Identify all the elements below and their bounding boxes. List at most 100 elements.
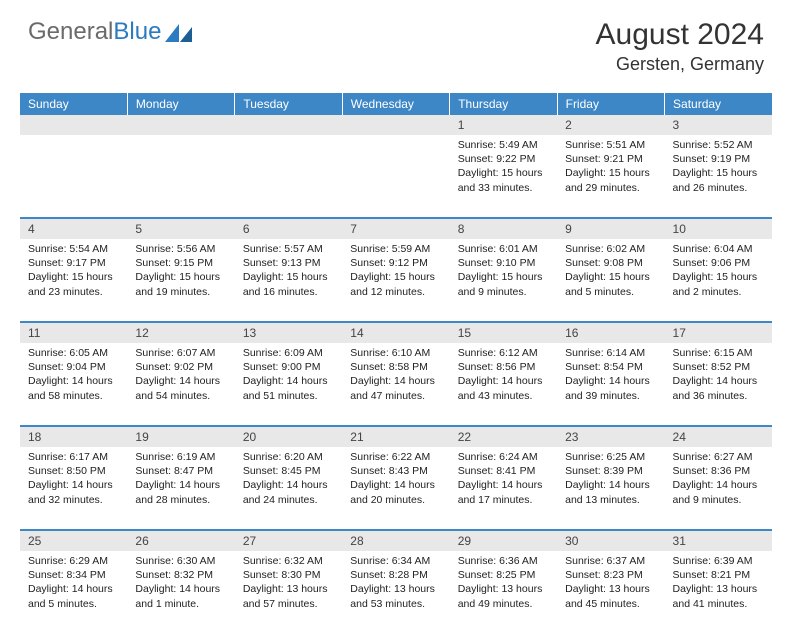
day-cell: Sunrise: 6:32 AM Sunset: 8:30 PM Dayligh… (235, 551, 342, 634)
day-cell: Sunrise: 6:09 AM Sunset: 9:00 PM Dayligh… (235, 343, 342, 426)
day-number: 12 (127, 323, 234, 343)
day-cell: Sunrise: 6:10 AM Sunset: 8:58 PM Dayligh… (342, 343, 449, 426)
logo: GeneralBlue (28, 18, 193, 46)
day-number: 9 (557, 219, 664, 239)
logo-sail-icon (165, 22, 193, 42)
day-number: 18 (20, 427, 127, 447)
day-number: 16 (557, 323, 664, 343)
day-number: 22 (450, 427, 557, 447)
day-cell: Sunrise: 6:22 AM Sunset: 8:43 PM Dayligh… (342, 447, 449, 530)
day-cell: Sunrise: 6:20 AM Sunset: 8:45 PM Dayligh… (235, 447, 342, 530)
day-cell: Sunrise: 6:19 AM Sunset: 8:47 PM Dayligh… (127, 447, 234, 530)
day-cell: Sunrise: 6:39 AM Sunset: 8:21 PM Dayligh… (665, 551, 772, 634)
day-number (20, 115, 127, 135)
day-number: 26 (127, 531, 234, 551)
day-cell: Sunrise: 6:02 AM Sunset: 9:08 PM Dayligh… (557, 239, 664, 322)
weekday-header: Wednesday (342, 93, 449, 115)
day-number: 15 (450, 323, 557, 343)
day-cell (235, 135, 342, 218)
day-number: 30 (557, 531, 664, 551)
day-number: 1 (450, 115, 557, 135)
day-cell: Sunrise: 6:25 AM Sunset: 8:39 PM Dayligh… (557, 447, 664, 530)
day-number: 13 (235, 323, 342, 343)
day-cell: Sunrise: 6:12 AM Sunset: 8:56 PM Dayligh… (450, 343, 557, 426)
day-number: 27 (235, 531, 342, 551)
day-cell: Sunrise: 5:56 AM Sunset: 9:15 PM Dayligh… (127, 239, 234, 322)
day-number-row: 18192021222324 (20, 427, 772, 447)
day-cell: Sunrise: 5:52 AM Sunset: 9:19 PM Dayligh… (665, 135, 772, 218)
day-number: 7 (342, 219, 449, 239)
logo-text: GeneralBlue (28, 18, 161, 46)
day-number-row: 25262728293031 (20, 531, 772, 551)
day-number: 3 (665, 115, 772, 135)
day-number: 14 (342, 323, 449, 343)
day-cell: Sunrise: 5:49 AM Sunset: 9:22 PM Dayligh… (450, 135, 557, 218)
day-cell: Sunrise: 5:51 AM Sunset: 9:21 PM Dayligh… (557, 135, 664, 218)
calendar-table: SundayMondayTuesdayWednesdayThursdayFrid… (20, 93, 772, 634)
weekday-header: Saturday (665, 93, 772, 115)
logo-blue: Blue (113, 18, 161, 45)
weekday-header: Sunday (20, 93, 127, 115)
title-block: August 2024 Gersten, Germany (596, 18, 764, 75)
calendar-head: SundayMondayTuesdayWednesdayThursdayFrid… (20, 93, 772, 115)
day-content-row: Sunrise: 5:49 AM Sunset: 9:22 PM Dayligh… (20, 135, 772, 218)
day-cell: Sunrise: 6:27 AM Sunset: 8:36 PM Dayligh… (665, 447, 772, 530)
day-cell: Sunrise: 5:59 AM Sunset: 9:12 PM Dayligh… (342, 239, 449, 322)
weekday-header: Thursday (450, 93, 557, 115)
day-number: 21 (342, 427, 449, 447)
day-content-row: Sunrise: 6:05 AM Sunset: 9:04 PM Dayligh… (20, 343, 772, 426)
day-cell: Sunrise: 6:05 AM Sunset: 9:04 PM Dayligh… (20, 343, 127, 426)
day-number: 11 (20, 323, 127, 343)
day-cell (127, 135, 234, 218)
day-number-row: 123 (20, 115, 772, 135)
day-cell: Sunrise: 6:29 AM Sunset: 8:34 PM Dayligh… (20, 551, 127, 634)
day-number: 8 (450, 219, 557, 239)
day-number: 31 (665, 531, 772, 551)
day-content-row: Sunrise: 6:29 AM Sunset: 8:34 PM Dayligh… (20, 551, 772, 634)
day-cell: Sunrise: 6:14 AM Sunset: 8:54 PM Dayligh… (557, 343, 664, 426)
day-number: 23 (557, 427, 664, 447)
day-content-row: Sunrise: 5:54 AM Sunset: 9:17 PM Dayligh… (20, 239, 772, 322)
day-number: 6 (235, 219, 342, 239)
day-cell: Sunrise: 6:36 AM Sunset: 8:25 PM Dayligh… (450, 551, 557, 634)
month-title: August 2024 (596, 18, 764, 52)
day-cell: Sunrise: 6:24 AM Sunset: 8:41 PM Dayligh… (450, 447, 557, 530)
weekday-row: SundayMondayTuesdayWednesdayThursdayFrid… (20, 93, 772, 115)
weekday-header: Friday (557, 93, 664, 115)
day-number: 29 (450, 531, 557, 551)
day-number: 5 (127, 219, 234, 239)
day-cell: Sunrise: 6:07 AM Sunset: 9:02 PM Dayligh… (127, 343, 234, 426)
logo-general: General (28, 18, 113, 45)
day-number (342, 115, 449, 135)
location: Gersten, Germany (596, 54, 764, 75)
day-number (127, 115, 234, 135)
day-number (235, 115, 342, 135)
day-number: 10 (665, 219, 772, 239)
day-cell: Sunrise: 6:04 AM Sunset: 9:06 PM Dayligh… (665, 239, 772, 322)
day-cell: Sunrise: 6:15 AM Sunset: 8:52 PM Dayligh… (665, 343, 772, 426)
day-number: 25 (20, 531, 127, 551)
calendar-body: 123Sunrise: 5:49 AM Sunset: 9:22 PM Dayl… (20, 115, 772, 634)
day-number-row: 11121314151617 (20, 323, 772, 343)
day-number: 17 (665, 323, 772, 343)
day-number: 28 (342, 531, 449, 551)
day-cell: Sunrise: 6:30 AM Sunset: 8:32 PM Dayligh… (127, 551, 234, 634)
day-cell: Sunrise: 6:37 AM Sunset: 8:23 PM Dayligh… (557, 551, 664, 634)
day-cell (342, 135, 449, 218)
day-cell: Sunrise: 5:57 AM Sunset: 9:13 PM Dayligh… (235, 239, 342, 322)
day-cell (20, 135, 127, 218)
day-number: 2 (557, 115, 664, 135)
header: GeneralBlue August 2024 Gersten, Germany (0, 0, 792, 85)
day-cell: Sunrise: 6:34 AM Sunset: 8:28 PM Dayligh… (342, 551, 449, 634)
weekday-header: Monday (127, 93, 234, 115)
day-number-row: 45678910 (20, 219, 772, 239)
day-content-row: Sunrise: 6:17 AM Sunset: 8:50 PM Dayligh… (20, 447, 772, 530)
day-number: 4 (20, 219, 127, 239)
day-cell: Sunrise: 6:17 AM Sunset: 8:50 PM Dayligh… (20, 447, 127, 530)
day-number: 19 (127, 427, 234, 447)
day-cell: Sunrise: 5:54 AM Sunset: 9:17 PM Dayligh… (20, 239, 127, 322)
day-number: 20 (235, 427, 342, 447)
day-number: 24 (665, 427, 772, 447)
day-cell: Sunrise: 6:01 AM Sunset: 9:10 PM Dayligh… (450, 239, 557, 322)
weekday-header: Tuesday (235, 93, 342, 115)
